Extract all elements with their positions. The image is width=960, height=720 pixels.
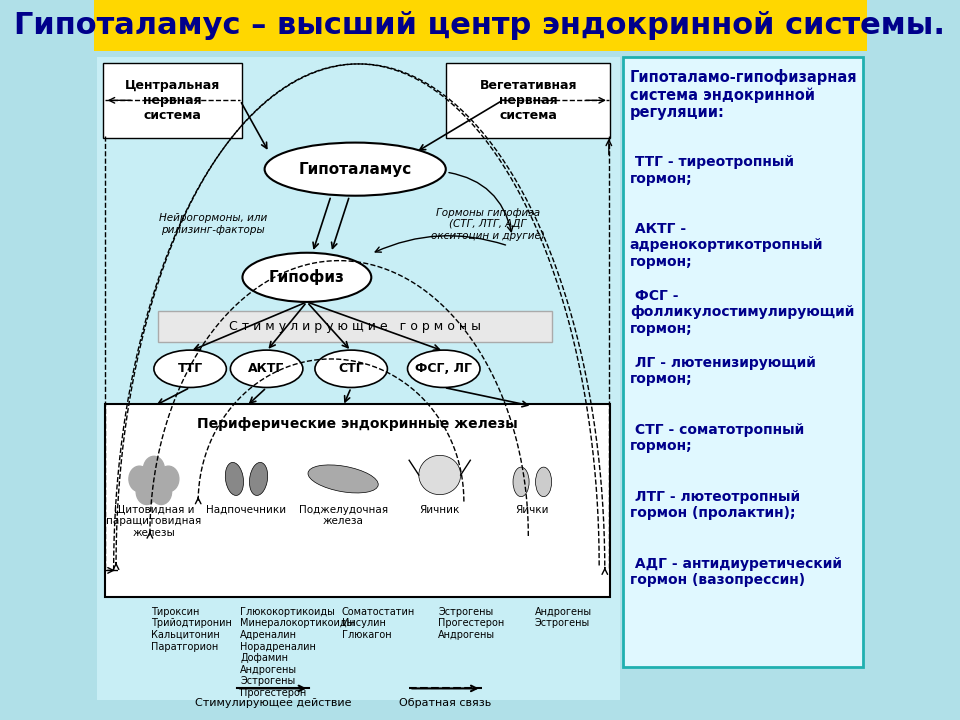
Text: Периферические эндокринные железы: Периферические эндокринные железы (197, 417, 518, 431)
Circle shape (151, 479, 172, 505)
Circle shape (136, 479, 157, 505)
Text: Центральная
нервная
система: Центральная нервная система (125, 78, 220, 122)
Ellipse shape (315, 350, 388, 387)
FancyBboxPatch shape (97, 57, 620, 701)
Text: АКТГ -
адренокортикотропный
гормон;: АКТГ - адренокортикотропный гормон; (630, 222, 824, 269)
Text: Гипоталамо-гипофизарная
система эндокринной
регуляции:: Гипоталамо-гипофизарная система эндокрин… (630, 69, 857, 120)
Text: СТГ - соматотропный
гормон;: СТГ - соматотропный гормон; (630, 423, 804, 453)
Text: АДГ - антидиуретический
гормон (вазопрессин): АДГ - антидиуретический гормон (вазопрес… (630, 557, 842, 587)
FancyBboxPatch shape (623, 57, 863, 667)
Text: Щитовидная и
паращитовидная
железы: Щитовидная и паращитовидная железы (107, 505, 202, 538)
Text: Поджелудочная
железа: Поджелудочная железа (299, 505, 388, 526)
Ellipse shape (419, 455, 461, 495)
Circle shape (143, 456, 164, 482)
Text: Гипоталамус – высший центр эндокринной системы.: Гипоталамус – высший центр эндокринной с… (14, 11, 946, 40)
Text: Глюкокортикоиды
Минералокортикоиды
Адреналин
Норадреналин
Дофамин
Андрогены
Эстр: Глюкокортикоиды Минералокортикоиды Адрен… (240, 607, 354, 698)
FancyBboxPatch shape (103, 63, 242, 138)
Text: ТТГ: ТТГ (178, 362, 203, 375)
Ellipse shape (230, 350, 302, 387)
FancyBboxPatch shape (105, 404, 611, 597)
Text: Яички: Яички (516, 505, 549, 515)
Text: Гипофиз: Гипофиз (269, 269, 345, 285)
FancyBboxPatch shape (93, 0, 867, 51)
Ellipse shape (308, 465, 378, 493)
Text: ЛТГ - лютеотропный
гормон (пролактин);: ЛТГ - лютеотропный гормон (пролактин); (630, 490, 800, 520)
FancyBboxPatch shape (446, 63, 611, 138)
Text: Гормоны гипофиза
(СТГ, ЛТГ, АДГ
окситоцин и другие): Гормоны гипофиза (СТГ, ЛТГ, АДГ окситоци… (431, 207, 545, 241)
Ellipse shape (226, 462, 244, 495)
Circle shape (157, 466, 179, 492)
Ellipse shape (536, 467, 552, 497)
Text: Тироксин
Трийодтиронин
Кальцитонин
Паратгорион: Тироксин Трийодтиронин Кальцитонин Парат… (152, 607, 232, 652)
Text: СТГ: СТГ (338, 362, 364, 375)
Ellipse shape (408, 350, 480, 387)
Text: Стимулирующее действие: Стимулирующее действие (195, 698, 351, 708)
Text: ФСГ, ЛГ: ФСГ, ЛГ (416, 362, 472, 375)
Text: Обратная связь: Обратная связь (399, 698, 492, 708)
Ellipse shape (265, 143, 445, 196)
Text: Нейрогормоны, или
рилизинг-факторы: Нейрогормоны, или рилизинг-факторы (158, 213, 267, 235)
Ellipse shape (243, 253, 372, 302)
Circle shape (129, 466, 150, 492)
Text: Гипоталамус: Гипоталамус (299, 162, 412, 176)
Ellipse shape (250, 462, 268, 495)
Text: ФСГ -
фолликулостимулирующий
гормон;: ФСГ - фолликулостимулирующий гормон; (630, 289, 854, 336)
Text: Надпочечники: Надпочечники (206, 505, 286, 515)
Text: Яичник: Яичник (420, 505, 460, 515)
Ellipse shape (513, 467, 529, 497)
Text: С т и м у л и р у ю щ и е   г о р м о н ы: С т и м у л и р у ю щ и е г о р м о н ы (229, 320, 481, 333)
Text: Андрогены
Эстрогены: Андрогены Эстрогены (535, 607, 592, 629)
Text: ЛГ - лютенизирующий
гормон;: ЛГ - лютенизирующий гормон; (630, 356, 816, 386)
Text: Эстрогены
Прогестерон
Андрогены: Эстрогены Прогестерон Андрогены (438, 607, 504, 640)
Text: АКТГ: АКТГ (249, 362, 285, 375)
Ellipse shape (154, 350, 227, 387)
FancyBboxPatch shape (157, 311, 552, 342)
Text: Соматостатин
Инсулин
Глюкагон: Соматостатин Инсулин Глюкагон (342, 607, 415, 640)
Text: ТТГ - тиреотропный
гормон;: ТТГ - тиреотропный гормон; (630, 156, 794, 186)
Text: Вегетативная
нервная
система: Вегетативная нервная система (480, 78, 577, 122)
